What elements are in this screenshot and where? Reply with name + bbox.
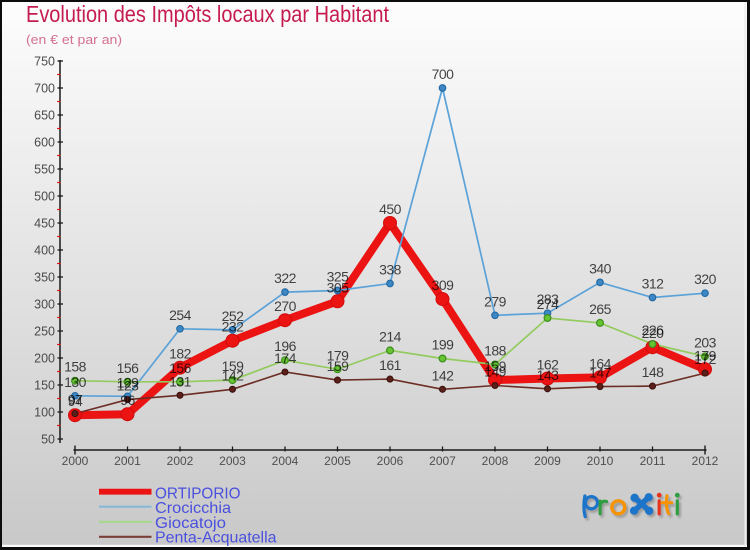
svg-text:2007: 2007 — [429, 454, 456, 468]
svg-text:214: 214 — [379, 328, 402, 344]
svg-text:322: 322 — [274, 270, 297, 286]
svg-text:196: 196 — [274, 338, 297, 354]
svg-text:2011: 2011 — [640, 454, 666, 468]
svg-text:220: 220 — [642, 325, 665, 341]
svg-text:129: 129 — [117, 374, 140, 390]
svg-text:158: 158 — [64, 359, 87, 375]
svg-text:700: 700 — [34, 81, 55, 95]
svg-text:97: 97 — [68, 392, 83, 408]
svg-text:172: 172 — [694, 351, 717, 367]
svg-text:2004: 2004 — [272, 454, 299, 468]
svg-text:50: 50 — [41, 432, 55, 446]
svg-text:450: 450 — [379, 201, 402, 217]
svg-text:250: 250 — [34, 324, 55, 338]
svg-text:130: 130 — [64, 374, 87, 390]
svg-text:142: 142 — [432, 367, 455, 383]
svg-text:ORTIPORIO: ORTIPORIO — [155, 486, 241, 503]
svg-text:2000: 2000 — [62, 454, 89, 468]
svg-text:94: 94 — [68, 393, 83, 409]
svg-text:305: 305 — [327, 279, 350, 295]
svg-text:650: 650 — [34, 108, 55, 122]
svg-text:450: 450 — [34, 216, 55, 230]
svg-text:182: 182 — [169, 346, 192, 362]
svg-text:400: 400 — [34, 243, 55, 257]
svg-text:100: 100 — [34, 405, 55, 419]
svg-text:2002: 2002 — [167, 454, 194, 468]
svg-text:550: 550 — [34, 162, 55, 176]
svg-text:Giocatojo: Giocatojo — [155, 515, 226, 532]
svg-text:265: 265 — [589, 301, 612, 317]
svg-text:350: 350 — [34, 270, 55, 284]
svg-text:340: 340 — [589, 260, 612, 276]
svg-text:325: 325 — [327, 269, 350, 285]
svg-text:2006: 2006 — [377, 454, 404, 468]
svg-text:283: 283 — [537, 291, 560, 307]
svg-text:320: 320 — [694, 271, 717, 287]
svg-text:2003: 2003 — [219, 454, 246, 468]
svg-text:123: 123 — [117, 378, 140, 394]
svg-text:2008: 2008 — [482, 454, 509, 468]
svg-text:203: 203 — [694, 334, 717, 350]
svg-text:500: 500 — [34, 189, 55, 203]
svg-text:147: 147 — [589, 365, 612, 381]
svg-text:226: 226 — [642, 322, 665, 338]
svg-text:750: 750 — [34, 54, 55, 68]
svg-text:254: 254 — [169, 307, 192, 323]
svg-text:149: 149 — [484, 364, 507, 380]
svg-text:279: 279 — [484, 293, 507, 309]
svg-text:2010: 2010 — [587, 454, 614, 468]
svg-text:179: 179 — [327, 347, 350, 363]
svg-text:148: 148 — [642, 364, 665, 380]
svg-text:(en € et par an): (en € et par an) — [26, 32, 122, 47]
svg-text:2001: 2001 — [114, 454, 141, 468]
svg-text:2012: 2012 — [692, 454, 719, 468]
svg-text:143: 143 — [537, 367, 560, 383]
svg-text:156: 156 — [117, 360, 140, 376]
svg-text:Evolution des Impôts locaux pa: Evolution des Impôts locaux par Habitant — [26, 1, 390, 27]
svg-text:2005: 2005 — [324, 454, 351, 468]
svg-text:700: 700 — [432, 66, 455, 82]
svg-text:131: 131 — [169, 373, 192, 389]
svg-text:274: 274 — [537, 296, 560, 312]
svg-text:600: 600 — [34, 135, 55, 149]
svg-text:232: 232 — [222, 319, 245, 335]
svg-text:300: 300 — [34, 297, 55, 311]
svg-text:179: 179 — [694, 347, 717, 363]
svg-text:Penta-Acquatella: Penta-Acquatella — [155, 530, 277, 547]
svg-text:270: 270 — [274, 298, 297, 314]
svg-text:162: 162 — [537, 357, 560, 373]
svg-text:200: 200 — [34, 351, 55, 365]
svg-text:159: 159 — [327, 358, 350, 374]
svg-text:338: 338 — [379, 262, 402, 278]
svg-text:252: 252 — [222, 308, 245, 324]
svg-text:2009: 2009 — [534, 454, 561, 468]
svg-text:159: 159 — [484, 358, 507, 374]
svg-text:96: 96 — [120, 392, 135, 408]
svg-text:174: 174 — [274, 350, 297, 366]
svg-text:188: 188 — [484, 343, 507, 359]
svg-text:Crocicchia: Crocicchia — [155, 500, 231, 517]
svg-text:150: 150 — [34, 378, 55, 392]
svg-text:142: 142 — [222, 367, 245, 383]
svg-text:309: 309 — [432, 277, 455, 293]
svg-text:156: 156 — [169, 360, 192, 376]
svg-text:199: 199 — [432, 337, 455, 353]
svg-text:159: 159 — [222, 358, 245, 374]
svg-text:164: 164 — [589, 355, 612, 371]
svg-text:312: 312 — [642, 276, 665, 292]
svg-text:161: 161 — [379, 357, 402, 373]
